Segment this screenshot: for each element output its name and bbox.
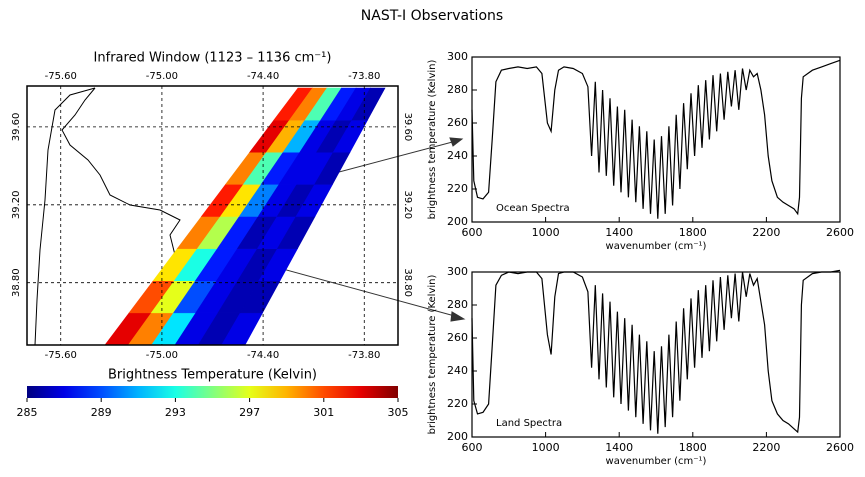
x-tick-label: 2600: [826, 226, 854, 239]
y-tick-label: 300: [447, 50, 468, 63]
annotation: Ocean Spectra: [496, 203, 570, 214]
colorbar-tick-label: 301: [313, 406, 334, 419]
y-tick-label: 280: [447, 83, 468, 96]
x-tick-label: -74.40: [247, 350, 279, 361]
y-tick-label: 200: [447, 215, 468, 228]
x-tick-label: 600: [462, 226, 483, 239]
x-tick-label: -75.60: [45, 350, 77, 361]
x-tick-label: 2200: [752, 441, 780, 454]
x-tick-label: -74.40: [247, 71, 279, 82]
x-axis-label: wavenumber (cm⁻¹): [606, 456, 707, 467]
x-tick-label: -73.80: [348, 350, 380, 361]
y-axis-label: brightness temperature (Kelvin): [427, 60, 438, 220]
x-tick-label: 2600: [826, 441, 854, 454]
spectrum-line: [471, 59, 841, 219]
colorbar-tick-label: 305: [388, 406, 409, 419]
y-tick-label: 200: [447, 430, 468, 443]
colorbar-tick-label: 293: [165, 406, 186, 419]
spectrum-line: [471, 269, 841, 434]
colorbar-label: Brightness Temperature (Kelvin): [108, 368, 317, 383]
x-tick-label: 1000: [532, 226, 560, 239]
colorbar: [27, 386, 398, 398]
x-tick-label: 1400: [605, 226, 633, 239]
y-tick-label: 39.20: [402, 190, 413, 219]
x-tick-label: -75.00: [146, 71, 178, 82]
y-tick-label: 240: [447, 364, 468, 377]
x-tick-label: -75.00: [146, 350, 178, 361]
y-tick-label: 260: [447, 331, 468, 344]
y-tick-label: 39.20: [11, 190, 22, 219]
figure-title: NAST-I Observations: [361, 8, 503, 24]
x-tick-label: 1800: [679, 226, 707, 239]
colorbar-tick-label: 289: [91, 406, 112, 419]
colorbar-tick-label: 297: [239, 406, 260, 419]
x-tick-label: 2200: [752, 226, 780, 239]
x-tick-label: -75.60: [45, 71, 77, 82]
x-tick-label: 1800: [679, 441, 707, 454]
y-tick-label: 38.80: [11, 268, 22, 297]
map-title: Infrared Window (1123 – 1136 cm⁻¹): [94, 51, 332, 66]
annotation: Land Spectra: [496, 418, 562, 429]
x-tick-label: 1400: [605, 441, 633, 454]
x-tick-label: 600: [462, 441, 483, 454]
x-tick-label: 1000: [532, 441, 560, 454]
y-axis-label: brightness temperature (Kelvin): [427, 275, 438, 435]
x-tick-label: -73.80: [348, 71, 380, 82]
x-axis-label: wavenumber (cm⁻¹): [606, 241, 707, 252]
plot-frame: [471, 271, 841, 438]
y-tick-label: 220: [447, 182, 468, 195]
plot-frame: [471, 56, 841, 223]
y-tick-label: 240: [447, 149, 468, 162]
y-tick-label: 39.60: [402, 113, 413, 142]
y-tick-label: 280: [447, 298, 468, 311]
colorbar-tick-label: 285: [17, 406, 38, 419]
y-tick-label: 260: [447, 116, 468, 129]
y-tick-label: 39.60: [11, 113, 22, 142]
y-tick-label: 38.80: [402, 268, 413, 297]
map-frame: [26, 85, 399, 346]
y-tick-label: 300: [447, 265, 468, 278]
y-tick-label: 220: [447, 397, 468, 410]
